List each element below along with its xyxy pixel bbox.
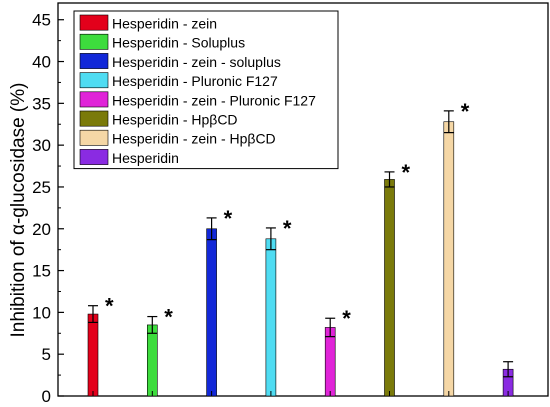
plot-frame: [57, 2, 549, 397]
significance-marker: *: [224, 206, 233, 231]
y-tick-label: 25: [32, 178, 51, 197]
legend-swatch: [79, 53, 109, 69]
legend-swatch: [79, 91, 109, 108]
legend: Hesperidin - zein Hesperidin - Soluplus He…: [73, 10, 339, 170]
y-tick-label: 45: [32, 11, 51, 30]
legend-swatch: [79, 129, 109, 146]
legend-label: Hesperidin - Soluplus: [112, 35, 245, 51]
legend-label: Hesperidin - zein - HpβCD: [112, 131, 276, 147]
y-tick-label: 30: [32, 136, 51, 155]
y-tick-label: 5: [42, 345, 51, 364]
significance-marker: *: [164, 305, 173, 330]
legend-label: Hesperidin - zein: [112, 16, 217, 32]
y-tick-label: 10: [32, 303, 51, 322]
legend-label: Hesperidin - HpβCD: [112, 112, 238, 128]
bar: [324, 327, 336, 397]
significance-marker: *: [402, 160, 411, 185]
bar: [265, 238, 277, 397]
legend-label: Hesperidin - zein - soluplus: [112, 54, 281, 70]
legend-swatch: [79, 149, 109, 165]
bar: [87, 313, 99, 397]
bar: [443, 121, 455, 397]
legend-swatch: [79, 72, 109, 89]
significance-marker: *: [105, 294, 114, 319]
significance-marker: *: [461, 99, 470, 124]
significance-marker: *: [283, 216, 292, 241]
y-tick-label: 35: [32, 94, 51, 113]
legend-label: Hesperidin: [112, 150, 179, 166]
bar: [384, 179, 395, 397]
legend-swatch: [79, 33, 109, 50]
bar: [147, 324, 158, 397]
plot-area: 0 5 10 15 20 25 30 35 40 45 * * * * * * *: [32, 2, 549, 406]
y-axis-label: Inhibition of α-glucosidase (%): [8, 83, 29, 338]
bar: [206, 228, 217, 397]
y-tick-label: 20: [32, 220, 51, 239]
legend-swatch: [79, 14, 109, 31]
y-tick-label: 40: [32, 53, 51, 72]
significance-marker: *: [342, 306, 351, 331]
y-tick-label: 0: [42, 387, 51, 406]
legend-label: Hesperidin - zein - Pluronic F127: [112, 92, 316, 108]
legend-label: Hesperidin - Pluronic F127: [112, 73, 278, 89]
legend-swatch: [79, 110, 109, 127]
legend-frame: [73, 10, 339, 170]
y-tick-label: 15: [32, 262, 51, 281]
